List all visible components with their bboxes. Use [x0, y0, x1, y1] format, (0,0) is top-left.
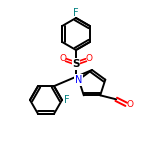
Text: N: N	[75, 75, 82, 85]
Text: O: O	[59, 54, 66, 63]
Text: F: F	[64, 95, 70, 105]
Text: O: O	[86, 54, 93, 63]
Text: F: F	[73, 8, 79, 18]
Text: S: S	[72, 59, 80, 69]
Text: O: O	[127, 100, 134, 109]
